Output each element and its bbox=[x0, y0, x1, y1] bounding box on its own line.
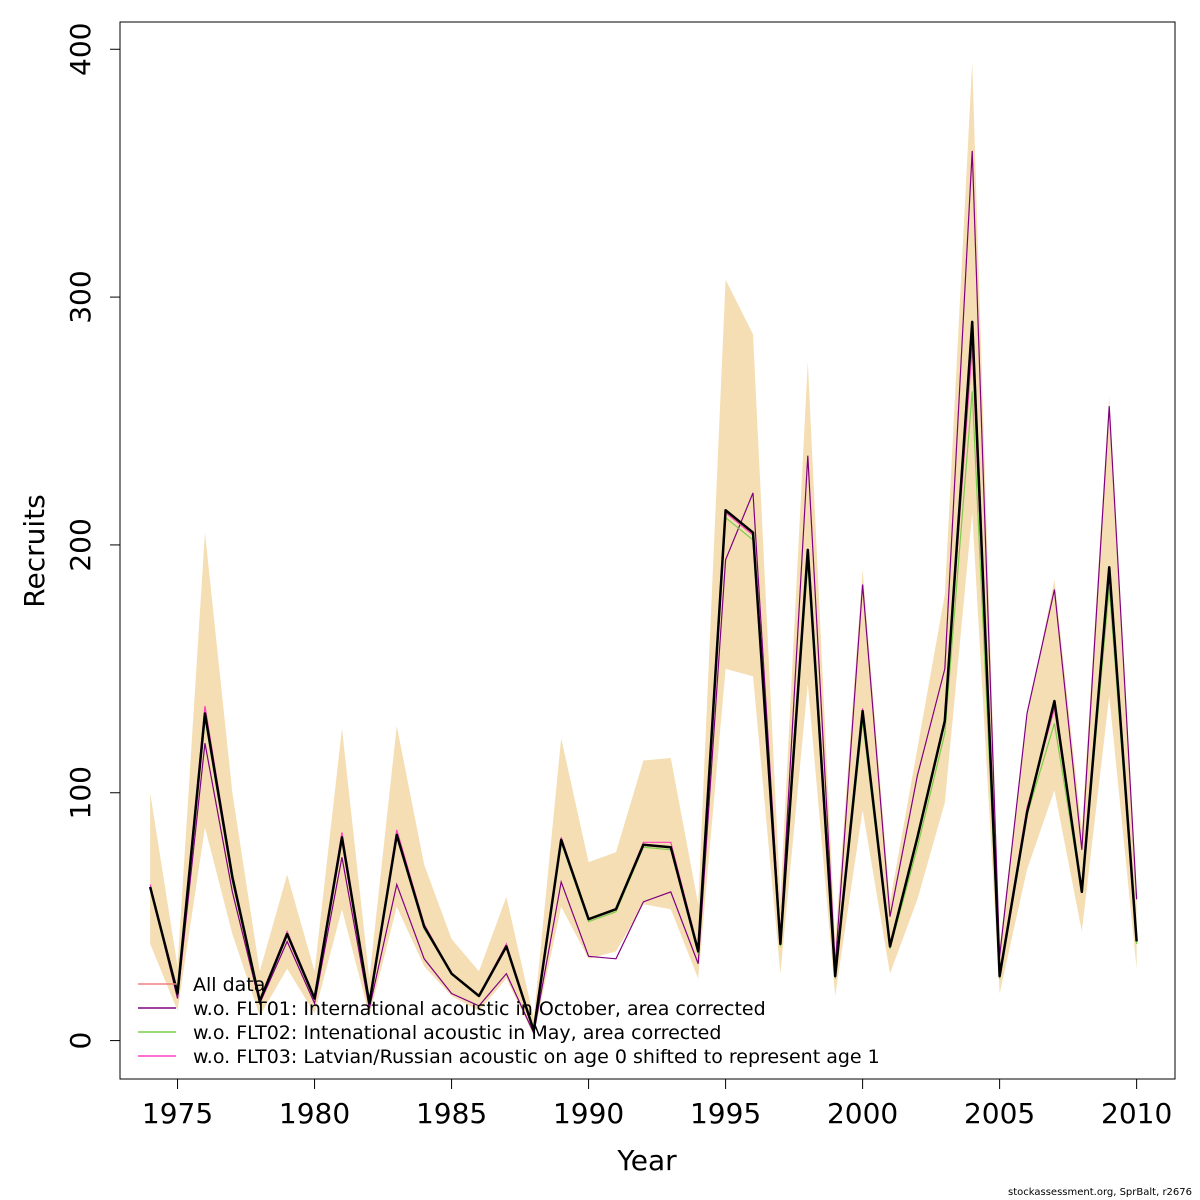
x-tick-label: 1985 bbox=[416, 1097, 487, 1130]
x-tick-label: 1990 bbox=[553, 1097, 624, 1130]
source-footnote: stockassessment.org, SprBalt, r2676 bbox=[1008, 1187, 1192, 1198]
estimate-line bbox=[148, 320, 1138, 1032]
y-tick-label: 400 bbox=[64, 23, 97, 76]
axes: 1975 1980 1985 1990 1995 2000 2005 2010 0 100 200 3… bbox=[64, 23, 1172, 1130]
x-tick-label: 2005 bbox=[964, 1097, 1035, 1130]
x-tick-label: 2010 bbox=[1101, 1097, 1172, 1130]
legend-label-3: w.o. FLT03: Latvian/Russian acoustic on … bbox=[193, 1046, 880, 1068]
x-tick-label: 2000 bbox=[827, 1097, 898, 1130]
legend-label-1: w.o. FLT01: International acoustic in Oc… bbox=[193, 998, 766, 1020]
legend-label-2: w.o. FLT02: Intenational acoustic in May… bbox=[193, 1022, 721, 1044]
legend-label-0: All data bbox=[193, 974, 265, 996]
series-line-1 bbox=[149, 150, 1138, 1036]
x-tick-label: 1995 bbox=[690, 1097, 761, 1130]
x-tick-label: 1980 bbox=[279, 1097, 350, 1130]
y-tick-label: 300 bbox=[64, 270, 97, 323]
x-tick-label: 1975 bbox=[142, 1097, 213, 1130]
y-tick-label: 0 bbox=[64, 1032, 97, 1050]
y-axis-title: Recruits bbox=[18, 494, 51, 607]
x-axis-title: Year bbox=[616, 1144, 677, 1177]
plot-layer bbox=[148, 61, 1138, 1036]
confidence-band bbox=[150, 61, 1137, 1036]
y-tick-label: 100 bbox=[64, 766, 97, 819]
y-tick-label: 200 bbox=[64, 518, 97, 571]
